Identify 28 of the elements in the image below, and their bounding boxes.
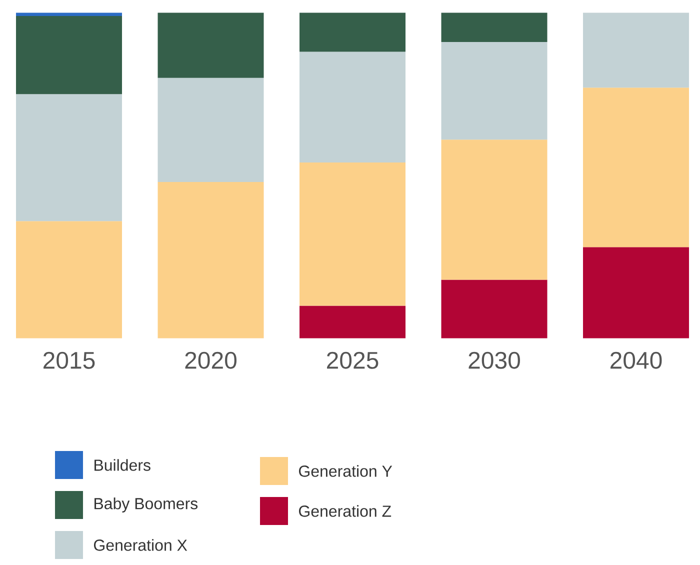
x-tick-label: 2020 [185, 352, 236, 369]
bar [300, 12, 406, 52]
bar [300, 306, 406, 338]
bar [16, 12, 122, 16]
x-tick-label: 2025 [327, 352, 378, 369]
legend-label: Generation Z [299, 505, 392, 517]
bar [16, 16, 122, 94]
bar [583, 88, 690, 248]
bar [441, 42, 548, 140]
legend-label: Baby Boomers [94, 498, 198, 512]
legend-label: Generation X [94, 539, 188, 551]
bar [441, 140, 548, 280]
legend-label: Generation Y [299, 465, 392, 477]
bar [441, 280, 548, 338]
bar [300, 162, 406, 306]
bar [583, 12, 690, 88]
bar [16, 221, 122, 338]
bar [441, 12, 548, 42]
x-tick-label: 2015 [44, 352, 95, 369]
bar [16, 94, 122, 222]
x-tick-label: 2030 [468, 352, 520, 369]
legend-label: Builders [94, 459, 150, 471]
bar [158, 182, 264, 338]
bar [583, 247, 690, 338]
bar [300, 52, 406, 162]
bar [158, 12, 264, 78]
bar [158, 78, 264, 182]
x-tick-label: 2040 [610, 352, 662, 369]
